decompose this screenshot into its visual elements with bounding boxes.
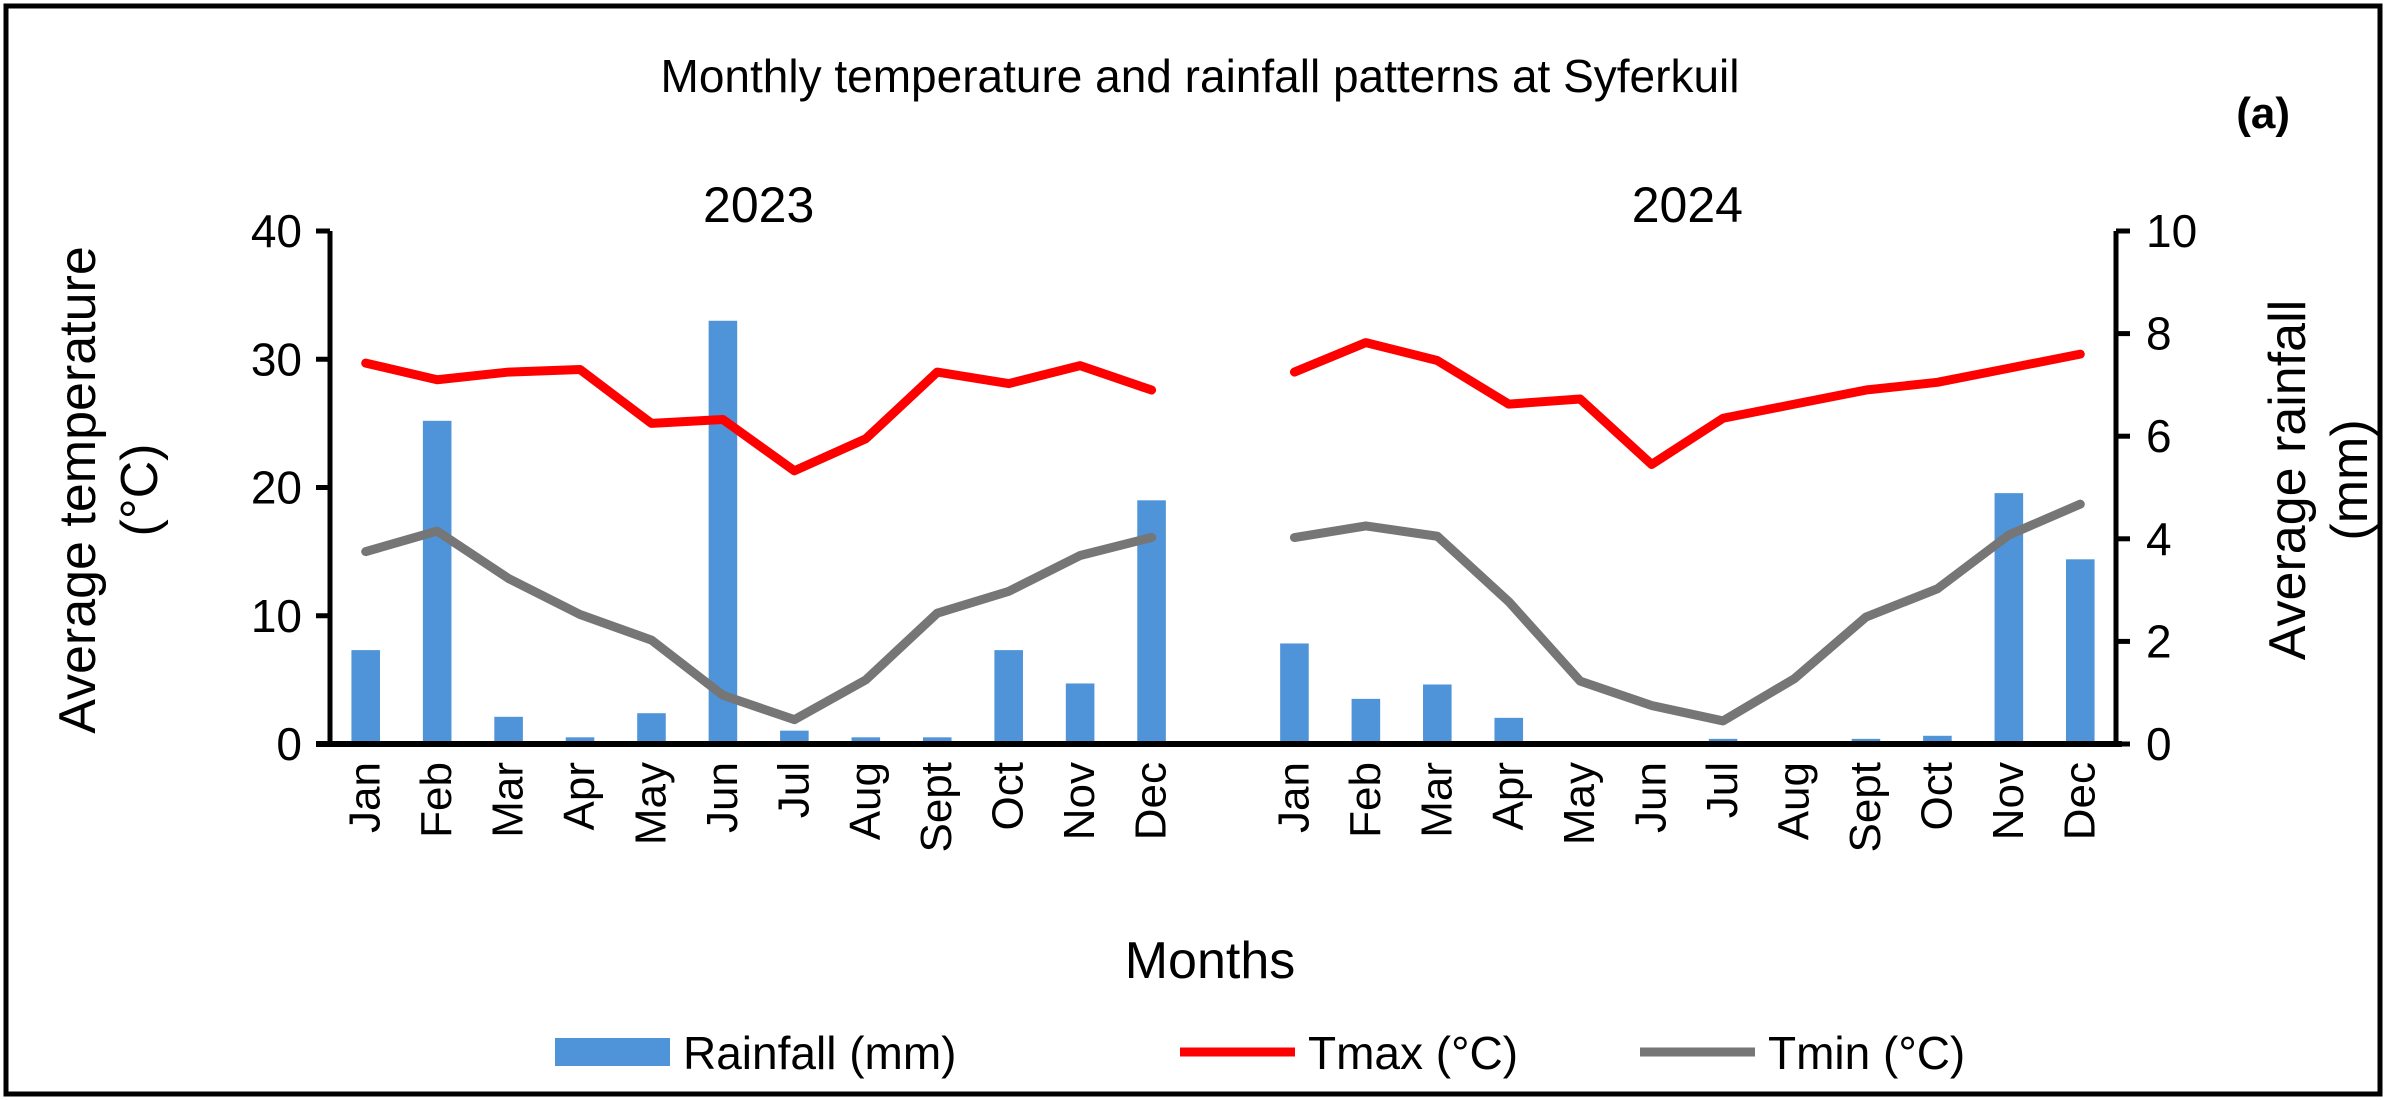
x-tick-label: Apr <box>1484 762 1533 830</box>
x-tick-label: Jan <box>341 762 390 833</box>
y-tick-label: 20 <box>251 462 302 514</box>
rainfall-bar-2024-Jan <box>1280 643 1309 744</box>
y2-tick-label: 10 <box>2146 205 2197 257</box>
y-tick-label: 10 <box>251 590 302 642</box>
group-label-2024: 2024 <box>1632 177 1743 233</box>
legend-swatch-rainfall <box>555 1038 670 1066</box>
y2-tick-label: 2 <box>2146 615 2172 667</box>
x-tick-label: Dec <box>2055 762 2104 840</box>
rainfall-bar-2024-Apr <box>1494 717 1524 744</box>
x-tick-label: Nov <box>1984 762 2033 840</box>
y-axis-label-line1: Average temperature <box>49 246 107 734</box>
x-tick-label: Jun <box>698 762 747 833</box>
y-tick-label: 0 <box>276 718 302 770</box>
y-axis-label: Average temperature (°C) <box>49 246 169 734</box>
x-tick-label: Jan <box>1269 762 1318 833</box>
x-tick-label: May <box>626 762 675 845</box>
x-tick-label: Jul <box>1698 762 1747 818</box>
y2-tick-label: 0 <box>2146 718 2172 770</box>
tmin-line-2024 <box>1289 499 2085 726</box>
x-tick-label: Sept <box>1841 762 1890 853</box>
legend-label: Rainfall (mm) <box>683 1027 956 1079</box>
x-tick-label: Feb <box>412 762 461 838</box>
y-tick-label: 30 <box>251 333 302 385</box>
legend-label: Tmin (°C) <box>1768 1027 1965 1079</box>
tmin-line-2023 <box>361 526 1157 725</box>
y-axis-label-line2: (°C) <box>111 444 169 537</box>
x-tick-label: May <box>1555 762 1604 845</box>
tmax-line-2023 <box>361 358 1157 476</box>
x-tick-label: Apr <box>555 762 604 830</box>
rainfall-bar-2023-Aug <box>851 737 881 744</box>
rainfall-bar-2023-Oct <box>994 650 1023 744</box>
x-tick-label: Mar <box>1412 762 1461 838</box>
x-tick-label: Oct <box>984 762 1033 830</box>
x-tick-label: Aug <box>841 762 890 840</box>
x-tick-label: Feb <box>1341 762 1390 838</box>
panel-label: (a) <box>2236 89 2290 138</box>
rainfall-bar-2023-Jun <box>708 320 738 744</box>
x-axis-label: Months <box>1125 932 1296 990</box>
chart-title: Monthly temperature and rainfall pattern… <box>661 50 1740 102</box>
x-tick-label: Sept <box>912 762 961 853</box>
x-tick-label: Nov <box>1055 762 1104 840</box>
x-tick-label: Mar <box>484 762 533 838</box>
rainfall-bar-2024-Dec <box>2065 559 2095 744</box>
group-label-2023: 2023 <box>703 177 814 233</box>
rainfall-bar-2024-Oct <box>1923 735 1952 744</box>
rainfall-bar-2023-May <box>637 713 666 744</box>
x-tick-label: Aug <box>1770 762 1819 840</box>
legend: Rainfall (mm) Tmax (°C) Tmin (°C) <box>555 1027 1965 1079</box>
rainfall-bar-2023-Jan <box>351 650 381 744</box>
y-tick-label: 40 <box>251 205 302 257</box>
x-tick-label: Dec <box>1127 762 1176 840</box>
y2-tick-label: 6 <box>2146 410 2172 462</box>
x-tick-label: Jun <box>1627 762 1676 833</box>
rainfall-bar-2024-Feb <box>1351 698 1381 744</box>
x-tick-label: Jul <box>769 762 818 818</box>
y2-axis-label-line2: (mm) <box>2321 419 2379 540</box>
legend-label: Tmax (°C) <box>1308 1027 1518 1079</box>
rainfall-bar-2023-Mar <box>494 716 523 744</box>
y2-tick-label: 8 <box>2146 308 2172 360</box>
y2-axis-label-line1: Average rainfall <box>2259 300 2317 660</box>
rainfall-bar-2023-Feb <box>422 420 452 744</box>
y2-axis-label: Average rainfall (mm) <box>2259 300 2379 660</box>
rainfall-bar-2023-Sept <box>922 737 952 744</box>
rainfall-bar-2023-Nov <box>1065 683 1095 744</box>
y2-tick-label: 4 <box>2146 513 2172 565</box>
x-tick-label: Oct <box>1912 762 1961 830</box>
rainfall-bar-2024-Mar <box>1423 684 1452 744</box>
rainfall-bar-2023-Jul <box>780 730 809 744</box>
rainfall-bar-2023-Apr <box>565 737 595 744</box>
tmax-line-2024 <box>1289 338 2085 469</box>
